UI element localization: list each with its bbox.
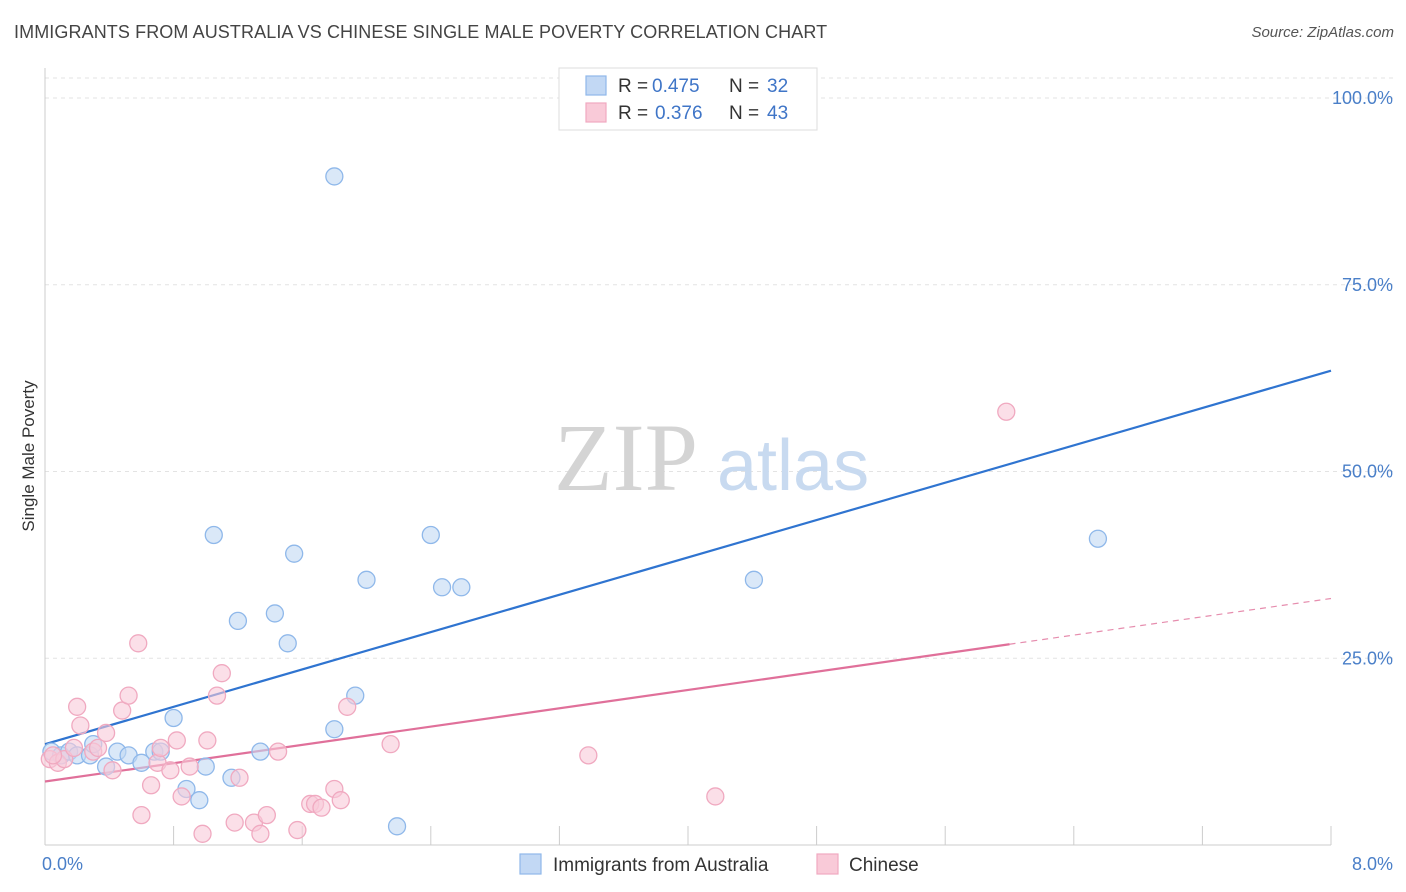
point-australia — [265, 604, 285, 623]
series-legend-label-chinese: Chinese — [849, 855, 919, 876]
point-australia — [228, 611, 248, 631]
point-chinese — [141, 776, 161, 795]
legend-n-label-australia: N = — [729, 76, 759, 97]
point-chinese — [706, 787, 725, 806]
point-chinese — [68, 697, 87, 716]
point-chinese — [151, 738, 170, 758]
axes-layer: 100.0% 75.0% 50.0% 25.0% 0.0% 8.0% — [42, 68, 1393, 874]
point-chinese — [132, 805, 151, 825]
point-chinese — [997, 402, 1016, 421]
point-chinese — [129, 634, 148, 653]
watermark-atlas: atlas — [717, 426, 869, 506]
point-chinese — [230, 768, 249, 787]
y-axis-label: Single Male Poverty — [19, 380, 38, 532]
point-australia — [190, 791, 209, 810]
series-legend: Immigrants from Australia Chinese — [519, 853, 919, 876]
stats-legend: R = 0.475 N = 32 R = 0.376 N = 43 — [558, 67, 818, 131]
y-tick-label: 100.0% — [1332, 88, 1393, 108]
series-legend-swatch-chinese — [816, 853, 839, 875]
legend-n-value-australia: 32 — [767, 76, 788, 97]
point-australia — [432, 578, 452, 597]
point-chinese — [193, 824, 212, 843]
point-chinese — [43, 746, 63, 765]
point-australia — [357, 570, 376, 589]
grid-layer — [45, 77, 1395, 659]
legend-n-label-chinese: N = — [729, 103, 759, 124]
point-australia — [325, 167, 344, 186]
point-chinese — [381, 735, 400, 754]
point-chinese — [312, 798, 331, 817]
point-australia — [251, 742, 270, 761]
watermark: ZIP atlas — [554, 404, 869, 511]
point-australia — [204, 525, 223, 545]
point-australia — [196, 757, 215, 776]
point-australia — [278, 634, 297, 653]
point-chinese — [268, 742, 288, 761]
series-legend-label-australia: Immigrants from Australia — [553, 855, 769, 876]
legend-swatch-australia — [585, 75, 607, 96]
point-chinese — [103, 761, 122, 780]
point-chinese — [338, 697, 357, 716]
trendline-australia — [44, 369, 1332, 746]
legend-r-label-australia: R = — [618, 76, 648, 97]
y-tick-label: 50.0% — [1342, 462, 1393, 482]
series-legend-swatch-australia — [519, 853, 542, 875]
point-chinese — [167, 731, 186, 750]
point-australia — [164, 708, 183, 728]
point-chinese — [119, 686, 138, 705]
y-tick-label: 25.0% — [1342, 648, 1393, 668]
trendline-chinese-extrapolated — [1009, 597, 1332, 645]
chart-title: IMMIGRANTS FROM AUSTRALIA VS CHINESE SIN… — [14, 22, 828, 42]
point-chinese — [71, 716, 90, 735]
watermark-zip: ZIP — [554, 404, 698, 511]
point-chinese — [251, 824, 270, 843]
point-chinese — [64, 738, 84, 758]
source-label: Source: ZipAtlas.com — [1251, 24, 1394, 41]
point-chinese — [161, 761, 180, 780]
point-chinese — [225, 813, 244, 832]
point-australia — [744, 570, 764, 589]
point-chinese — [331, 791, 350, 810]
point-chinese — [257, 805, 276, 825]
legend-r-value-australia: 0.475 — [652, 76, 700, 97]
point-australia — [1088, 529, 1108, 548]
point-chinese — [212, 664, 231, 683]
legend-swatch-chinese — [585, 102, 607, 123]
point-chinese — [172, 787, 191, 806]
point-australia — [452, 578, 471, 597]
point-australia — [285, 544, 304, 563]
point-chinese — [180, 757, 199, 776]
point-chinese — [207, 686, 227, 705]
legend-r-label-chinese: R = — [618, 103, 648, 124]
point-australia — [325, 720, 344, 739]
points-layer — [40, 167, 1108, 843]
point-australia — [421, 525, 440, 545]
legend-r-value-chinese: 0.376 — [655, 103, 703, 124]
point-australia — [387, 817, 407, 836]
point-chinese — [198, 731, 217, 750]
point-chinese — [88, 738, 108, 758]
x-tick-label: 0.0% — [42, 854, 83, 874]
x-tick-label: 8.0% — [1352, 854, 1393, 874]
point-chinese — [96, 723, 116, 743]
point-chinese — [288, 820, 307, 840]
point-chinese — [579, 746, 598, 765]
legend-n-value-chinese: 43 — [767, 103, 788, 124]
y-tick-label: 75.0% — [1342, 275, 1393, 295]
